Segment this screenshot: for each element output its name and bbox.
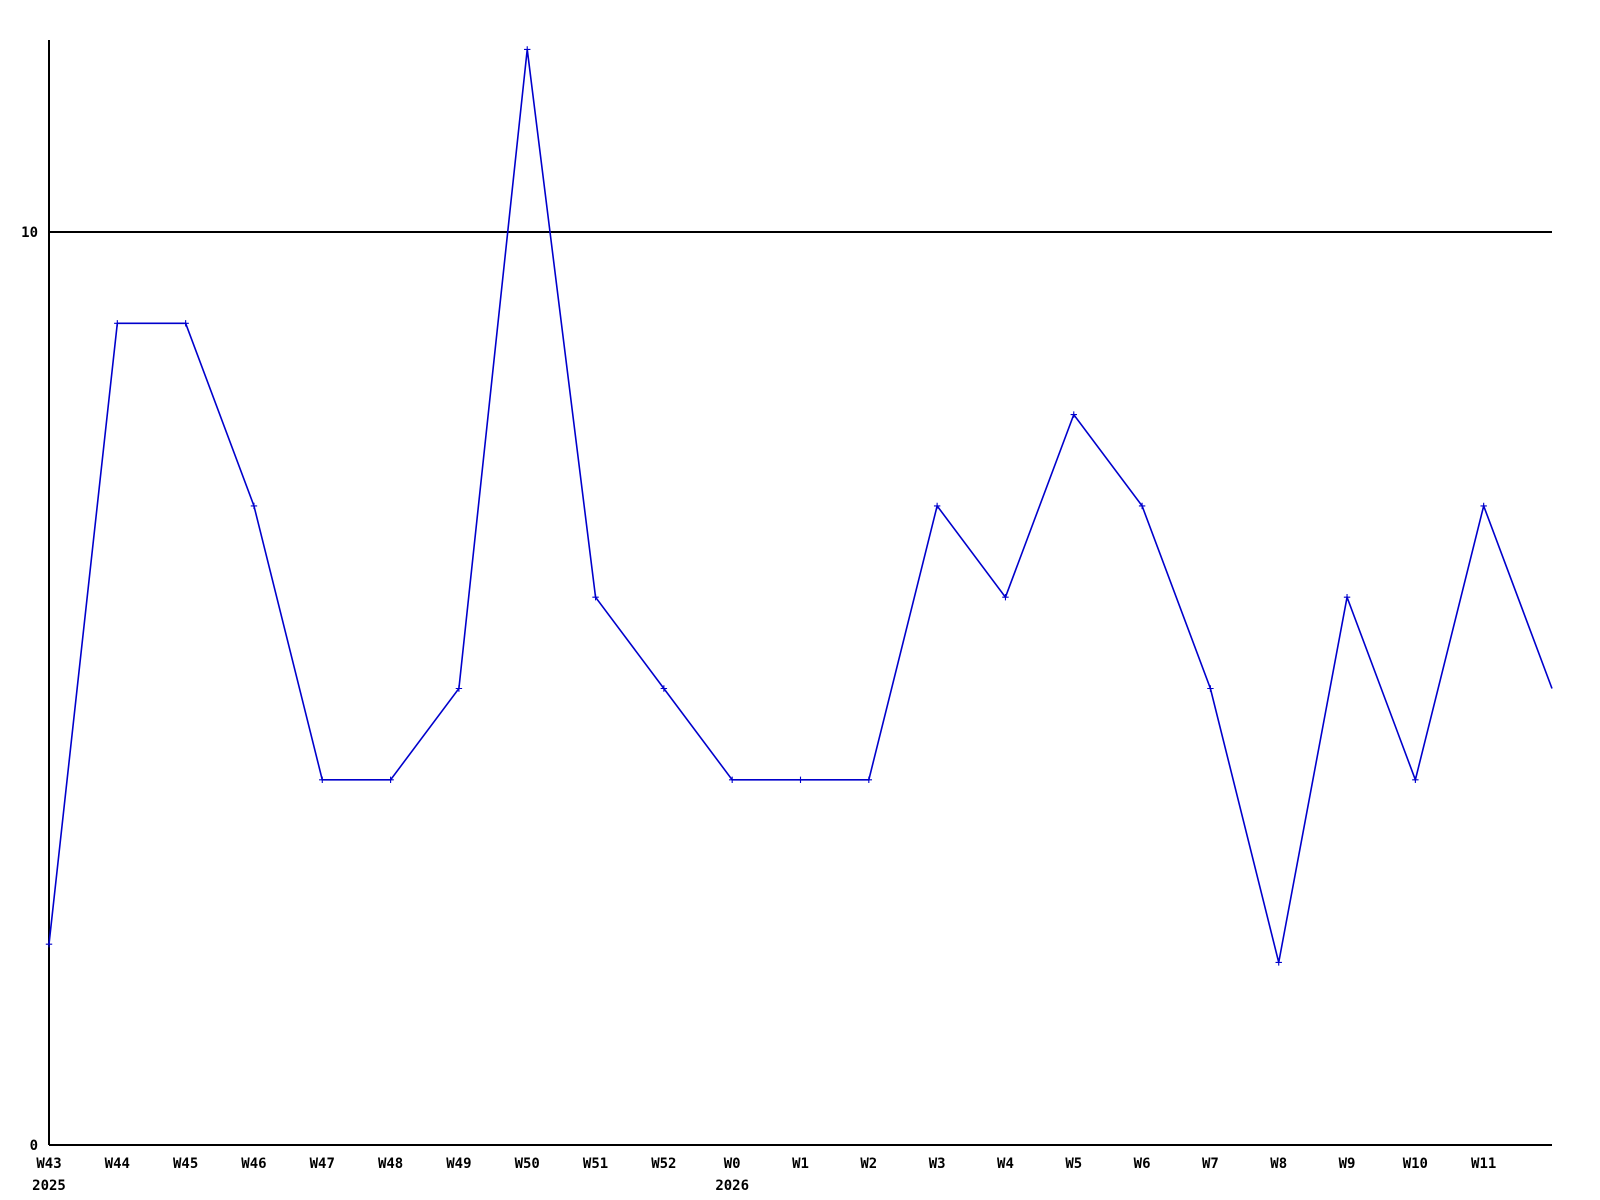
data-point-marker <box>865 776 873 783</box>
data-point-marker <box>1343 594 1351 601</box>
data-point-marker <box>1207 685 1214 692</box>
x-tick-label: W51 <box>583 1156 608 1172</box>
year-label: 2026 <box>715 1178 749 1194</box>
x-tick-label: W6 <box>1134 1156 1151 1172</box>
x-tick-label: W50 <box>515 1156 540 1172</box>
year-label: 2025 <box>32 1178 66 1194</box>
data-point-marker <box>114 320 121 327</box>
x-tick-label: W2 <box>860 1156 877 1172</box>
x-tick-label: W49 <box>446 1156 471 1172</box>
x-tick-label: W5 <box>1065 1156 1082 1172</box>
data-point-marker <box>250 502 258 510</box>
data-point-marker <box>182 320 189 327</box>
data-point-marker <box>1138 502 1146 510</box>
x-tick-label: W9 <box>1339 1156 1356 1172</box>
data-point-marker-group <box>45 46 1487 966</box>
x-tick-label: W44 <box>105 1156 130 1172</box>
data-point-marker <box>1070 411 1077 418</box>
x-tick-label: W45 <box>173 1156 198 1172</box>
x-tick-label: W43 <box>36 1156 61 1172</box>
data-point-marker <box>524 46 531 53</box>
year-label-group: 2025 2026 <box>32 1178 749 1194</box>
data-point-marker <box>660 685 668 692</box>
x-tick-label: W4 <box>997 1156 1014 1172</box>
x-tick-label: W11 <box>1471 1156 1496 1172</box>
data-point-marker <box>1412 776 1419 783</box>
x-tick-label: W52 <box>651 1156 676 1172</box>
x-tick-label: W47 <box>310 1156 335 1172</box>
x-tick-label: W10 <box>1403 1156 1428 1172</box>
data-point-marker <box>933 502 941 510</box>
x-tick-label: W7 <box>1202 1156 1219 1172</box>
y-tick-label-10: 10 <box>21 225 38 241</box>
x-tick-label: W46 <box>241 1156 266 1172</box>
data-point-marker <box>455 685 463 692</box>
x-tick-label: W1 <box>792 1156 809 1172</box>
data-point-marker <box>1002 594 1009 601</box>
data-point-marker <box>797 776 804 783</box>
x-tick-label: W0 <box>724 1156 741 1172</box>
x-tick-label: W3 <box>929 1156 946 1172</box>
y-tick-label-0: 0 <box>30 1138 38 1154</box>
data-point-marker <box>1480 502 1487 510</box>
x-tick-label: W8 <box>1270 1156 1287 1172</box>
data-point-marker <box>319 776 326 783</box>
x-tick-label: W48 <box>378 1156 403 1172</box>
data-point-marker <box>45 940 53 948</box>
data-point-marker <box>387 776 394 783</box>
data-point-marker <box>728 776 736 783</box>
data-point-marker <box>1275 959 1282 966</box>
x-tick-label-group: W43 W44 W45 W46 W47 W48 W49 W50 W51 W52 W0 W1 W2 W3 W4… <box>36 1156 1496 1172</box>
data-point-marker <box>592 594 599 601</box>
